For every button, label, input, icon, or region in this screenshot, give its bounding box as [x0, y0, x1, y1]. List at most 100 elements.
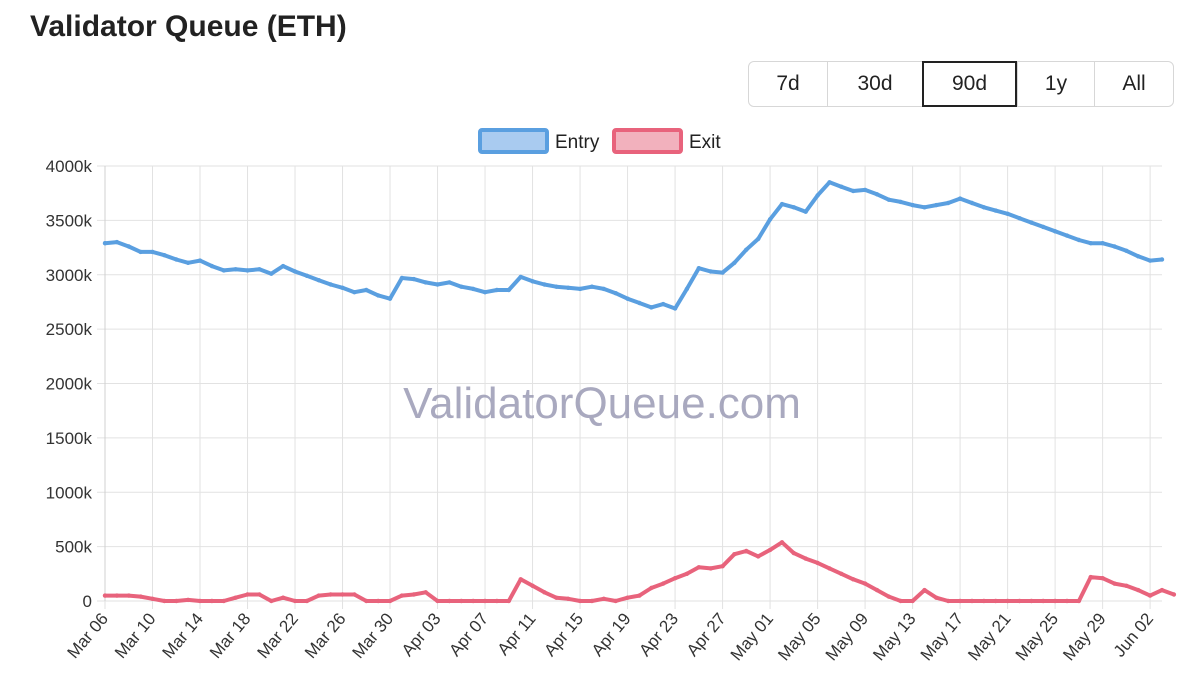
data-point-entry[interactable] — [304, 273, 310, 278]
data-point-entry[interactable] — [1088, 241, 1093, 246]
data-point-entry[interactable] — [245, 268, 250, 273]
data-point-entry[interactable] — [138, 249, 143, 255]
legend-swatch-exit[interactable] — [612, 128, 683, 154]
series-line-exit[interactable] — [103, 540, 1176, 603]
data-point-exit[interactable] — [233, 595, 238, 600]
data-point-exit[interactable] — [292, 598, 298, 604]
data-point-exit[interactable] — [957, 598, 963, 604]
data-point-exit[interactable] — [530, 583, 535, 588]
data-point-entry[interactable] — [1100, 241, 1105, 246]
data-point-entry[interactable] — [696, 266, 701, 271]
data-point-exit[interactable] — [756, 554, 761, 559]
data-point-exit[interactable] — [542, 590, 547, 595]
data-point-exit[interactable] — [304, 598, 310, 604]
data-point-entry[interactable] — [672, 306, 678, 311]
range-button-7d[interactable]: 7d — [749, 62, 827, 106]
data-point-entry[interactable] — [1064, 233, 1070, 238]
range-button-30d[interactable]: 30d — [827, 62, 922, 106]
data-point-exit[interactable] — [946, 598, 951, 604]
data-point-entry[interactable] — [981, 205, 987, 210]
data-point-entry[interactable] — [399, 275, 405, 281]
data-point-exit[interactable] — [1171, 592, 1177, 597]
data-point-entry[interactable] — [993, 208, 998, 213]
data-point-entry[interactable] — [566, 285, 571, 290]
data-point-exit[interactable] — [672, 576, 678, 581]
data-point-entry[interactable] — [221, 268, 226, 273]
data-point-entry[interactable] — [114, 239, 120, 245]
data-point-exit[interactable] — [827, 566, 832, 571]
data-point-exit[interactable] — [815, 560, 820, 566]
data-point-exit[interactable] — [981, 598, 987, 604]
data-point-exit[interactable] — [886, 594, 891, 599]
data-point-exit[interactable] — [767, 547, 773, 553]
data-point-entry[interactable] — [815, 193, 820, 198]
data-point-entry[interactable] — [791, 205, 796, 210]
data-point-exit[interactable] — [185, 597, 191, 603]
data-point-entry[interactable] — [376, 293, 381, 298]
data-point-exit[interactable] — [376, 598, 381, 604]
data-point-entry[interactable] — [554, 284, 559, 289]
data-point-exit[interactable] — [1076, 598, 1082, 604]
data-point-entry[interactable] — [482, 290, 488, 295]
data-point-exit[interactable] — [1159, 587, 1165, 593]
data-point-entry[interactable] — [364, 287, 369, 293]
data-point-entry[interactable] — [1124, 248, 1129, 253]
data-point-entry[interactable] — [340, 285, 345, 290]
data-point-entry[interactable] — [767, 217, 773, 222]
data-point-entry[interactable] — [732, 260, 737, 265]
data-point-exit[interactable] — [1064, 598, 1070, 604]
data-point-exit[interactable] — [340, 592, 345, 597]
data-point-entry[interactable] — [1005, 211, 1010, 216]
data-point-exit[interactable] — [589, 598, 595, 604]
data-point-exit[interactable] — [898, 598, 903, 604]
data-point-entry[interactable] — [1029, 220, 1034, 225]
data-point-entry[interactable] — [423, 280, 428, 285]
data-point-entry[interactable] — [1041, 224, 1046, 230]
data-point-exit[interactable] — [1136, 587, 1141, 593]
data-point-entry[interactable] — [649, 305, 654, 310]
data-point-exit[interactable] — [364, 598, 369, 604]
data-point-exit[interactable] — [934, 595, 939, 600]
data-point-entry[interactable] — [957, 196, 963, 201]
data-point-exit[interactable] — [684, 571, 690, 576]
data-point-exit[interactable] — [435, 598, 440, 604]
data-point-entry[interactable] — [625, 296, 630, 301]
data-point-exit[interactable] — [1100, 576, 1105, 581]
data-point-entry[interactable] — [779, 201, 785, 207]
data-point-entry[interactable] — [233, 267, 238, 272]
data-point-exit[interactable] — [280, 595, 286, 600]
data-point-exit[interactable] — [162, 598, 167, 604]
data-point-entry[interactable] — [387, 296, 393, 301]
data-point-entry[interactable] — [518, 274, 523, 280]
data-point-exit[interactable] — [1124, 583, 1129, 588]
data-point-entry[interactable] — [613, 291, 618, 296]
data-point-entry[interactable] — [886, 197, 891, 202]
data-point-exit[interactable] — [708, 566, 713, 571]
range-button-90d[interactable]: 90d — [922, 61, 1017, 107]
data-point-entry[interactable] — [1112, 244, 1117, 249]
data-point-entry[interactable] — [102, 241, 108, 246]
data-point-entry[interactable] — [922, 205, 927, 210]
data-point-entry[interactable] — [328, 282, 333, 287]
data-point-exit[interactable] — [494, 598, 500, 604]
data-point-exit[interactable] — [1147, 593, 1153, 598]
data-point-entry[interactable] — [637, 300, 642, 306]
data-point-entry[interactable] — [851, 188, 856, 194]
data-point-entry[interactable] — [708, 269, 713, 274]
data-point-exit[interactable] — [221, 598, 226, 604]
data-point-exit[interactable] — [839, 571, 844, 576]
data-point-entry[interactable] — [661, 301, 666, 307]
data-point-entry[interactable] — [209, 263, 215, 269]
data-point-exit[interactable] — [791, 550, 796, 556]
data-point-exit[interactable] — [471, 598, 476, 604]
data-point-exit[interactable] — [851, 577, 856, 582]
data-point-exit[interactable] — [993, 598, 998, 604]
data-point-exit[interactable] — [245, 592, 250, 597]
data-point-entry[interactable] — [720, 270, 725, 275]
data-point-exit[interactable] — [102, 593, 108, 598]
data-point-entry[interactable] — [684, 286, 690, 292]
data-point-entry[interactable] — [269, 271, 274, 276]
data-point-exit[interactable] — [316, 593, 321, 598]
data-point-entry[interactable] — [1052, 229, 1058, 234]
data-point-exit[interactable] — [518, 577, 523, 582]
